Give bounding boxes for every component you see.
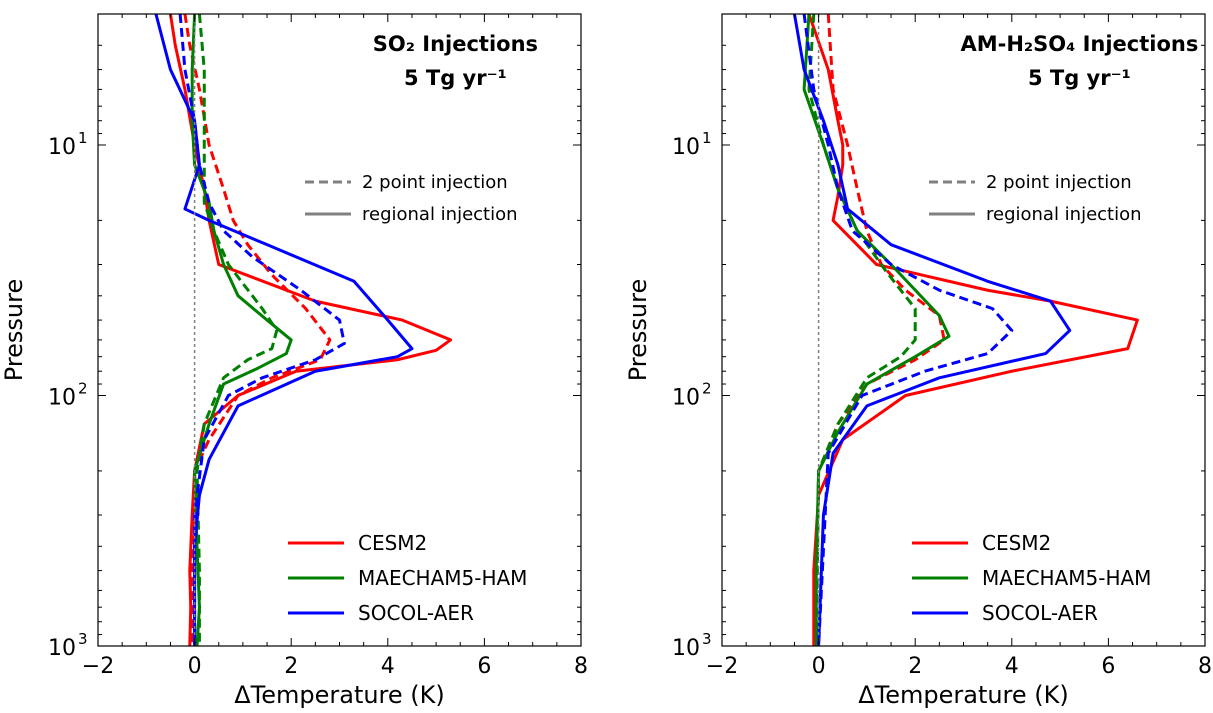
y-axis-label: Pressure bbox=[624, 279, 652, 381]
series-group bbox=[792, 14, 1139, 646]
legend-model-label: SOCOL-AER bbox=[358, 601, 474, 625]
panel-subtitle: 5 Tg yr⁻¹ bbox=[404, 66, 507, 90]
y-tick-label: 10 bbox=[672, 135, 700, 160]
y-tick-label: 10 bbox=[672, 636, 700, 661]
legend-style-label: regional injection bbox=[986, 204, 1142, 225]
series-cesm2-regional bbox=[807, 14, 1139, 646]
x-tick-label: −2 bbox=[82, 654, 114, 679]
legend-model-label: CESM2 bbox=[358, 531, 427, 555]
series-socol-aer-2-point bbox=[802, 14, 1014, 646]
legend-model-label: MAECHAM5-HAM bbox=[358, 566, 527, 590]
y-tick-label: 10 bbox=[48, 385, 76, 410]
x-axis-label: ΔTemperature (K) bbox=[234, 681, 445, 709]
series-group bbox=[154, 14, 453, 646]
x-tick-label: 2 bbox=[908, 654, 922, 679]
x-tick-label: 6 bbox=[477, 654, 491, 679]
panel-title: AM-H₂SO₄ Injections bbox=[960, 32, 1198, 56]
legend-style-label: 2 point injection bbox=[986, 172, 1132, 193]
x-tick-label: 4 bbox=[381, 654, 395, 679]
x-axis-label: ΔTemperature (K) bbox=[858, 681, 1069, 709]
x-tick-label: 0 bbox=[812, 654, 826, 679]
x-tick-label: −2 bbox=[706, 654, 738, 679]
series-cesm2-2-point bbox=[183, 14, 332, 646]
series-maecham5-ham-2-point bbox=[195, 14, 279, 646]
series-maecham5-ham-regional bbox=[802, 14, 951, 646]
y-tick-exponent: 3 bbox=[78, 630, 88, 648]
y-axis-label: Pressure bbox=[0, 279, 28, 381]
x-tick-label: 2 bbox=[284, 654, 298, 679]
panel-subtitle: 5 Tg yr⁻¹ bbox=[1028, 66, 1131, 90]
series-maecham5-ham-2-point bbox=[807, 14, 917, 646]
x-tick-label: 6 bbox=[1101, 654, 1115, 679]
x-tick-label: 8 bbox=[1198, 654, 1212, 679]
y-tick-exponent: 2 bbox=[78, 379, 88, 397]
panel-title: SO₂ Injections bbox=[373, 32, 538, 56]
series-socol-aer-2-point bbox=[178, 14, 346, 646]
x-tick-label: 0 bbox=[188, 654, 202, 679]
y-tick-exponent: 1 bbox=[702, 129, 712, 147]
y-tick-exponent: 3 bbox=[702, 630, 712, 648]
legend-model-label: MAECHAM5-HAM bbox=[982, 566, 1151, 590]
legend-model-label: CESM2 bbox=[982, 531, 1051, 555]
legend-style-label: regional injection bbox=[362, 204, 518, 225]
series-socol-aer-regional bbox=[792, 14, 1072, 646]
legend-model-label: SOCOL-AER bbox=[982, 601, 1098, 625]
y-tick-label: 10 bbox=[672, 385, 700, 410]
plot-frame bbox=[97, 13, 582, 647]
legend-style-label: 2 point injection bbox=[362, 172, 508, 193]
y-tick-exponent: 1 bbox=[78, 129, 88, 147]
y-tick-label: 10 bbox=[48, 135, 76, 160]
y-tick-label: 10 bbox=[48, 636, 76, 661]
x-tick-label: 8 bbox=[574, 654, 588, 679]
x-tick-label: 4 bbox=[1005, 654, 1019, 679]
y-tick-exponent: 2 bbox=[702, 379, 712, 397]
